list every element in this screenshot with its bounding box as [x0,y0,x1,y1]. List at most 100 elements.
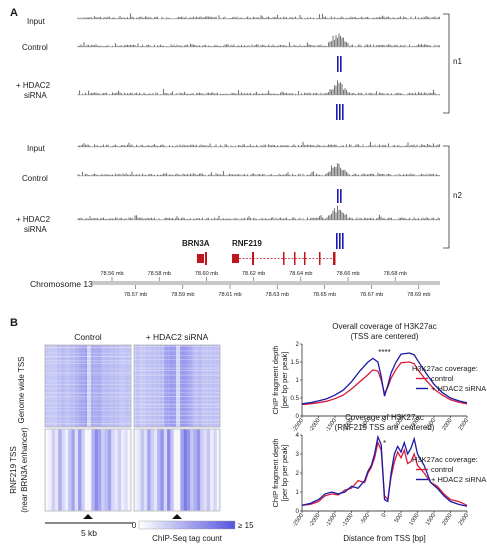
heatmap-column [188,345,190,427]
heatmap-column [152,345,154,427]
heatmap-column [97,345,99,427]
heatmap-column [49,345,51,427]
heatmaps [44,344,221,512]
chart-title: Coverage of H3K27ac [345,413,424,422]
y-tick-label: 0 [296,413,300,420]
exon-rnf219 [319,252,321,265]
y-axis-label: ChIP fragment depth [271,438,280,507]
heatmap-column [142,345,144,427]
gene-model [197,252,336,265]
heatmap-stripe [64,429,69,511]
peak-marker [337,189,339,203]
heatmap-row-noise [45,420,131,422]
heatmap-row-noise [134,388,220,390]
heatmap-column [55,345,57,427]
heatmap-stripe [104,429,108,511]
heatmap-column [95,345,97,427]
heatmap-row-noise [45,415,131,417]
x-tick-label: -500 [360,418,372,431]
track-label-hdac-1a: + HDAC2 [16,81,51,90]
heatmap-row-noise [134,411,220,413]
heatmap-row-noise [134,346,220,347]
heatmap-column [140,345,142,427]
exon-rnf219 [283,252,285,265]
exon-rnf219 [252,252,254,265]
heatmap-row-noise [45,347,131,348]
heatmap-row-noise [45,410,131,411]
chromosome-tick-label: 78.65 mb [313,292,336,298]
legend-label: + HDAC2 siRNA [431,475,486,484]
heatmap-row-noise [134,359,220,360]
heatmap-rnf219-hdac [133,428,221,512]
heatmap-stripe [45,429,49,511]
heatmap-column [148,345,150,427]
heatmap-stripe [117,429,122,511]
heatmap-genome-hdac [133,344,221,428]
y-tick-label: 1.5 [290,359,299,366]
heatmap-stripe [153,429,158,511]
exon-brn3a [197,254,204,263]
heatmap-column [184,345,186,427]
peak-markers [336,56,344,249]
heatmap-row-label-genome: Genome wide TSS [17,357,26,424]
heatmap-row-noise [134,355,220,357]
heatmap-column [200,345,202,427]
heatmap-column [47,345,49,427]
heatmap-column [109,345,111,427]
heatmap-stripe [163,429,168,511]
x-tick-label: 2500 [458,513,470,527]
heatmap-stripe [200,429,204,511]
x-tick-label: -2000 [308,418,321,434]
heatmap-row-noise [134,419,220,421]
heatmap-column [154,345,156,427]
heatmap-column [71,345,73,427]
heatmap-column [51,345,53,427]
heatmap-column [174,345,176,427]
heatmap-title-hdac: + HDAC2 siRNA [146,332,209,342]
x-tick-label: -2500 [292,418,305,434]
y-tick-label: 1 [296,377,300,384]
coverage-signal [77,205,441,220]
heatmap-column [115,345,117,427]
coverage-signal [77,141,441,147]
heatmap-column [83,345,85,427]
chromosome-tick-label: 78.64 mb [289,271,312,277]
heatmap-row-noise [45,368,131,370]
heatmap-column [160,345,162,427]
heatmap-column [87,345,89,427]
x-tick-label: -1500 [325,513,338,529]
heatmap-row-noise [45,384,131,385]
heatmap-column [182,345,184,427]
y-axis-label-sub: [per bp per peak] [280,445,289,502]
heatmap-column [194,345,196,427]
heatmap-row-noise [134,383,220,384]
legend-label: control [431,374,454,383]
heatmap-column [198,345,200,427]
heatmap-row-noise [134,396,220,397]
heatmap-stripe [48,429,52,511]
heatmap-column [206,345,208,427]
heatmap-stripe [150,429,154,511]
heatmap-column [180,345,182,427]
heatmap-row-label-rnf219-sub: (near BRN3A enhancer) [20,427,29,513]
heatmap-row-noise [45,423,131,425]
heatmap-stripe [101,429,105,511]
heatmap-column [210,345,212,427]
heatmap-column [168,345,170,427]
heatmap-row-noise [45,374,131,376]
track-label-control-1: Control [22,43,48,52]
heatmap-stripe [61,429,65,511]
heatmap-stripe [78,429,82,511]
heatmap-stripe [84,429,88,511]
heatmap-stripe [143,429,148,511]
x-tick-label: 500 [394,513,404,524]
exon-rnf219 [232,254,239,263]
heatmap-column [204,345,206,427]
heatmap-stripe [177,429,181,511]
heatmap-row-noise [134,364,220,366]
heatmap-stripe [140,429,144,511]
heatmap-column [63,345,65,427]
heatmap-column [170,345,172,427]
panel-a-label: A [10,7,18,19]
